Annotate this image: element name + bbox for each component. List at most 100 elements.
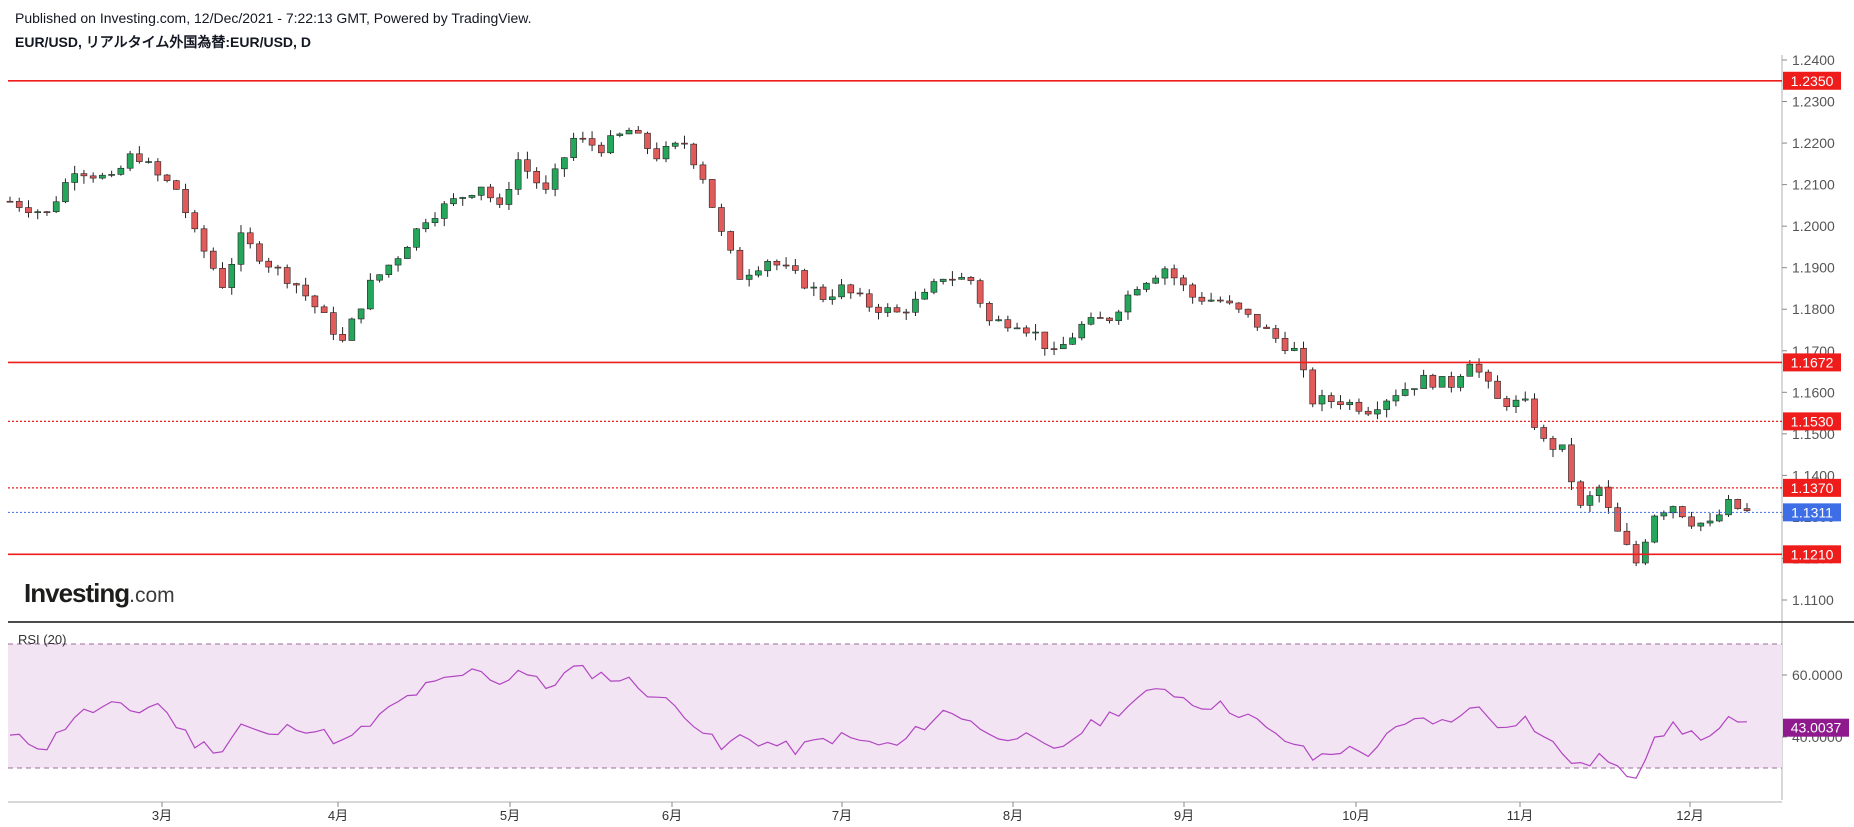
candle-body[interactable] <box>718 207 725 232</box>
candle-body[interactable] <box>949 278 956 281</box>
candle-body[interactable] <box>1337 401 1344 406</box>
candle-body[interactable] <box>1660 512 1668 517</box>
candle-body[interactable] <box>1568 444 1575 483</box>
candle-body[interactable] <box>1521 398 1529 401</box>
candle-body[interactable] <box>884 307 892 313</box>
candle-body[interactable] <box>1651 515 1658 543</box>
candle-body[interactable] <box>385 264 393 275</box>
candle-body[interactable] <box>163 174 171 181</box>
candle-body[interactable] <box>1263 326 1270 329</box>
candle-body[interactable] <box>1069 337 1076 345</box>
candle-body[interactable] <box>330 312 337 335</box>
candle-body[interactable] <box>1254 314 1261 328</box>
candle-body[interactable] <box>1170 268 1178 279</box>
candle-body[interactable] <box>283 267 291 284</box>
candle-body[interactable] <box>80 173 88 177</box>
candle-body[interactable] <box>1023 327 1030 334</box>
candle-body[interactable] <box>1207 299 1215 302</box>
candle-body[interactable] <box>902 311 910 314</box>
candle-body[interactable] <box>1614 507 1621 532</box>
candle-body[interactable] <box>15 201 23 208</box>
candle-body[interactable] <box>671 142 679 147</box>
candle-body[interactable] <box>191 212 199 230</box>
candle-body[interactable] <box>1503 398 1511 407</box>
candle-body[interactable] <box>496 197 503 205</box>
candle-body[interactable] <box>1143 282 1150 290</box>
candle-body[interactable] <box>921 291 928 300</box>
candle-body[interactable] <box>1706 520 1714 524</box>
candle-body[interactable] <box>681 142 688 145</box>
candle-body[interactable] <box>1244 308 1252 315</box>
candle-body[interactable] <box>1466 363 1474 377</box>
candle-body[interactable] <box>1734 499 1742 509</box>
candle-body[interactable] <box>62 182 69 203</box>
candle-body[interactable] <box>579 137 587 140</box>
candle-body[interactable] <box>865 293 873 308</box>
candle-body[interactable] <box>339 334 346 341</box>
candle-body[interactable] <box>1013 327 1021 330</box>
candle-body[interactable] <box>136 153 143 162</box>
candle-body[interactable] <box>1688 516 1695 527</box>
candle-body[interactable] <box>690 143 698 166</box>
candle-body[interactable] <box>1448 376 1455 388</box>
candle-body[interactable] <box>856 292 864 295</box>
candle-body[interactable] <box>1420 374 1427 389</box>
candle-body[interactable] <box>1540 427 1548 439</box>
candle-body[interactable] <box>1697 522 1705 527</box>
candle-body[interactable] <box>939 278 947 282</box>
candle-body[interactable] <box>1189 284 1196 298</box>
candle-body[interactable] <box>524 159 531 172</box>
candle-body[interactable] <box>302 284 309 297</box>
candle-body[interactable] <box>1392 395 1400 402</box>
candle-body[interactable] <box>616 133 624 136</box>
candle-body[interactable] <box>1577 481 1584 506</box>
candle-body[interactable] <box>1374 409 1381 415</box>
candle-body[interactable] <box>598 144 605 154</box>
candle-body[interactable] <box>1041 331 1049 349</box>
candle-body[interactable] <box>912 298 919 313</box>
candle-body[interactable] <box>1743 508 1751 511</box>
candle-body[interactable] <box>403 246 411 259</box>
candle-body[interactable] <box>1438 376 1446 388</box>
candle-body[interactable] <box>1235 302 1243 310</box>
candle-body[interactable] <box>173 180 180 190</box>
candle-body[interactable] <box>773 261 781 266</box>
candle-body[interactable] <box>570 137 577 158</box>
candle-body[interactable] <box>875 306 882 313</box>
candle-body[interactable] <box>477 186 485 196</box>
candle-body[interactable] <box>542 182 550 190</box>
candle-body[interactable] <box>1059 344 1067 350</box>
candle-body[interactable] <box>764 261 771 272</box>
candle-body[interactable] <box>1623 530 1631 545</box>
candle-body[interactable] <box>1032 331 1039 334</box>
candle-body[interactable] <box>99 174 106 179</box>
candle-body[interactable] <box>1512 399 1520 407</box>
candle-body[interactable] <box>1605 486 1612 508</box>
candle-body[interactable] <box>588 138 596 146</box>
candle-body[interactable] <box>34 211 42 214</box>
candle-body[interactable] <box>1226 300 1233 304</box>
candle-body[interactable] <box>782 264 790 267</box>
candle-body[interactable] <box>459 197 467 199</box>
candle-body[interactable] <box>6 200 14 203</box>
candle-body[interactable] <box>708 179 716 208</box>
candle-body[interactable] <box>792 265 799 271</box>
candle-body[interactable] <box>274 266 282 269</box>
candle-body[interactable] <box>829 296 836 300</box>
candle-body[interactable] <box>551 168 559 190</box>
candle-body[interactable] <box>1152 277 1159 284</box>
candle-body[interactable] <box>1484 371 1492 382</box>
candle-body[interactable] <box>1586 495 1594 506</box>
candle-body[interactable] <box>43 211 51 213</box>
candle-body[interactable] <box>440 203 448 219</box>
candle-body[interactable] <box>89 175 97 179</box>
candle-body[interactable] <box>1475 363 1483 373</box>
candle-body[interactable] <box>320 306 328 313</box>
candle-body[interactable] <box>1004 319 1012 329</box>
candle-body[interactable] <box>653 148 661 160</box>
candle-body[interactable] <box>755 270 762 276</box>
candle-body[interactable] <box>200 228 208 252</box>
candle-body[interactable] <box>1272 328 1280 339</box>
candle-body[interactable] <box>1679 506 1686 518</box>
candle-body[interactable] <box>1096 317 1104 319</box>
